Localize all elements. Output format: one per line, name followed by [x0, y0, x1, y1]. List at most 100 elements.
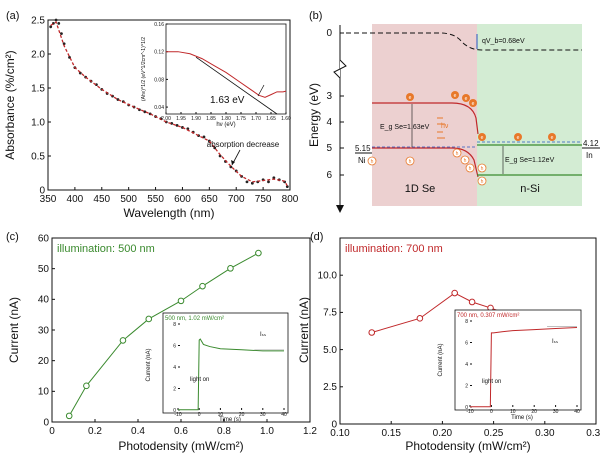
a-xtick-label: 650 [201, 194, 218, 205]
inset-y-label-c: Current (nA) [146, 348, 152, 381]
inset-d-xtick-label: -10 [466, 409, 473, 415]
x-ticks-c: 0 0.2 0.4 0.6 0.8 1.0 1.2 [49, 419, 317, 437]
inset-d-xtick-label: 20 [531, 409, 537, 415]
y-ticks-d: 0 2.5 5.0 7.5 10.0 [318, 271, 343, 430]
data-point-a [267, 180, 270, 184]
d-xtick-label: 0.25 [484, 428, 504, 439]
d-ytick-label: 5.0 [323, 345, 337, 356]
inset-a-xtick-label: 1.65 [266, 116, 276, 122]
chart-title-d: illumination: 700 nm [345, 243, 443, 255]
inset-d-xtick-label: 10 [510, 409, 516, 415]
d-ytick-label: 2.5 [323, 382, 337, 393]
plot-frame-a [47, 19, 291, 191]
c-xtick-label: 0.4 [131, 426, 145, 437]
inset-a-ytick-label: 0.12 [154, 50, 164, 56]
hole-symbol: h [371, 159, 374, 165]
c-xtick-label: 1.2 [303, 426, 317, 437]
hole-symbol: h [481, 166, 484, 172]
inset-c-ytick-label: 8 [173, 322, 176, 328]
electron-icon [462, 94, 470, 102]
inset-a-xtick-label: 1.95 [176, 116, 186, 122]
inset-title-c: 500 nm, 1.02 mW/cm² [165, 316, 224, 322]
si-region [477, 24, 582, 206]
panel-label-d: (d) [310, 231, 323, 243]
a-xtick-label: 500 [120, 194, 137, 205]
d-xtick-label: 0.15 [381, 428, 401, 439]
inset-a-ytick-label: 0.08 [154, 77, 164, 83]
a-ytick-label: 1.0 [31, 117, 45, 128]
inset-d-ytick-label: 2 [465, 384, 468, 390]
data-point-c [177, 297, 185, 305]
a-xtick-label: 600 [174, 194, 191, 205]
inset-light-on-c: light on [190, 377, 209, 383]
a-xtick-label: 700 [228, 194, 245, 205]
inset-a-xtick-label: 1.85 [206, 116, 216, 122]
hole-symbol: h [481, 179, 484, 185]
electron-symbol: e [551, 135, 554, 141]
inset-frame-d [454, 309, 582, 411]
inset-a-xtick-label: 1.60 [281, 116, 291, 122]
inset-c-ytick-label: 2 [173, 387, 176, 393]
inset-y-label-a: (Ahν)^1/2 (eV^1/2cm^-1)^1/2 [141, 37, 147, 101]
electron-symbol: e [465, 96, 468, 102]
d-xtick-label: 0.35 [586, 428, 600, 439]
a-xtick-label: 450 [93, 194, 110, 205]
hole-symbol: h [469, 166, 472, 172]
y-ticks-a: 0 0.5 1.0 1.5 2.0 2.5 [31, 15, 51, 196]
data-point-c [83, 382, 90, 390]
data-point-c [255, 249, 262, 257]
panel-label-a: (a) [6, 10, 19, 22]
inset-x-label-c: Time (s) [219, 417, 241, 423]
inset-d-ytick-label: 0 [465, 405, 468, 411]
in-value: 4.12 [583, 139, 599, 148]
inset-series-c [178, 338, 284, 411]
inset-y-label-d: Current (nA) [438, 343, 444, 376]
inset-c-xtick-label: 30 [260, 412, 266, 418]
data-point-a [272, 176, 276, 180]
y-axis-label-a: Absorbance (%/cm²) [3, 50, 17, 159]
eg-se-label: E_g Se=1.63eV [380, 124, 430, 131]
hole-icon [477, 176, 487, 186]
data-point-a [57, 22, 61, 25]
data-point-a [60, 32, 63, 35]
se-label: 1D Se [405, 183, 436, 195]
c-ytick-label: 20 [38, 356, 50, 367]
inset-arrow [257, 84, 265, 97]
electron-icon [548, 133, 556, 141]
inset-d-xtick-label: 40 [574, 409, 580, 415]
si-label: n-Si [520, 183, 540, 195]
c-ytick-label: 30 [38, 325, 50, 336]
inset-a: 2.00 1.95 1.90 1.85 1.80 1.75 1.70 1.65 1.60 0.04… [141, 22, 291, 128]
d-xtick-label: 0.10 [330, 428, 350, 439]
ni-value: 5.15 [355, 144, 371, 153]
inset-iss-c: Iₛₛ [260, 332, 266, 338]
inset-c-ytick-label: 0 [173, 408, 176, 414]
inset-d-ytick-label: 4 [465, 362, 468, 368]
a-ytick-label: 1.5 [31, 83, 45, 94]
data-point-c [199, 282, 206, 290]
data-point-d [368, 329, 376, 336]
inset-title-d: 700 nm, 0.307 mW/cm² [457, 313, 519, 319]
series-a [49, 18, 289, 189]
hole-symbol: h [409, 159, 412, 165]
a-ytick-label: 2.0 [31, 49, 45, 60]
plot-frame-d [339, 237, 597, 425]
data-point-a [250, 181, 254, 185]
inset-c-xtick-label: -10 [174, 412, 181, 418]
inset-frame-c [162, 312, 289, 414]
tick-b-4: 4 [326, 117, 332, 128]
x-axis-label-c: Photodensity (mW/cm²) [118, 439, 243, 453]
electron-symbol: e [472, 101, 475, 107]
annotation-absorption-decrease: absorption decrease [207, 140, 280, 149]
d-ytick-label: 0 [331, 419, 337, 430]
tick-b-5: 5 [326, 143, 332, 154]
a-xtick-label: 800 [282, 194, 299, 205]
y-ticks-c: 0 10 20 30 40 50 60 [38, 233, 55, 428]
c-ytick-label: 0 [43, 417, 49, 428]
inset-c-ytick-label: 6 [173, 344, 176, 350]
electron-symbol: e [409, 95, 412, 101]
electron-icon [478, 133, 486, 141]
